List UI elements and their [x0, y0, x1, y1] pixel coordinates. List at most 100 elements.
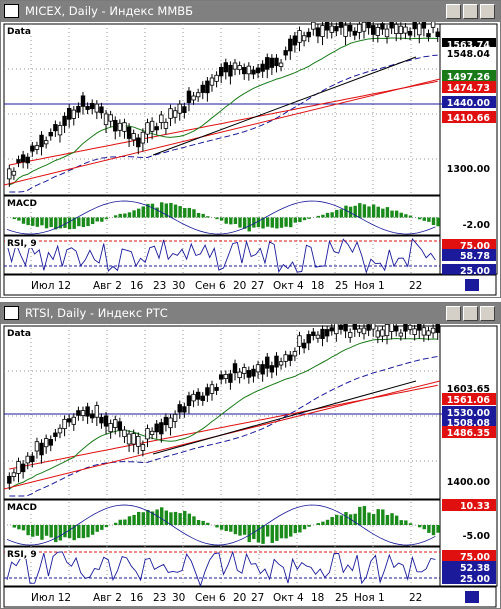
candle	[297, 335, 302, 347]
candle	[214, 387, 219, 391]
macd-bar	[417, 525, 422, 528]
candle	[371, 324, 376, 330]
candle	[71, 416, 76, 425]
macd-bar	[150, 203, 155, 218]
close-button[interactable]	[480, 306, 495, 321]
scale-toggle-icon[interactable]	[465, 591, 479, 603]
candle	[122, 122, 127, 132]
macd-bar	[427, 525, 431, 533]
candle	[430, 327, 436, 334]
macd-bar	[362, 506, 367, 525]
price-tag: 1561.06	[447, 395, 491, 406]
candle	[255, 67, 261, 74]
macd-bar	[404, 520, 408, 525]
candle	[288, 354, 293, 361]
minimize-button[interactable]	[446, 4, 461, 19]
candle	[375, 330, 381, 338]
candle	[265, 57, 270, 70]
candle	[417, 23, 422, 36]
candle	[407, 324, 413, 330]
macd-bar	[206, 522, 210, 525]
macd-bar	[256, 217, 261, 228]
candle	[209, 384, 215, 394]
candle	[90, 413, 95, 419]
macd-bar	[436, 525, 440, 533]
titlebar[interactable]: RTSI, Daily - Индекс РТС	[1, 303, 500, 324]
price-tag-bg	[442, 239, 496, 251]
macd-bar	[123, 519, 127, 525]
candle	[172, 413, 178, 422]
minimize-button[interactable]	[446, 306, 461, 321]
macd-bar	[155, 207, 159, 218]
macd-bar	[256, 525, 261, 543]
maximize-button[interactable]	[463, 306, 478, 321]
macd-bar	[427, 217, 431, 222]
candle	[214, 74, 219, 82]
candle	[131, 133, 136, 141]
candle	[435, 324, 440, 333]
macd-bar	[58, 217, 63, 229]
candle	[80, 95, 86, 107]
candle	[177, 404, 182, 413]
candle	[394, 23, 399, 34]
price-tag-bg	[442, 47, 496, 59]
candle	[62, 115, 67, 126]
candle	[218, 66, 224, 77]
maximize-button[interactable]	[463, 4, 478, 19]
candle	[57, 427, 63, 434]
macd-bar	[288, 525, 293, 537]
candle	[329, 327, 334, 332]
macd-bar	[344, 512, 348, 525]
close-button[interactable]	[480, 4, 495, 19]
macd-bar	[21, 525, 26, 531]
macd-bar	[279, 525, 284, 539]
ma-green-line	[9, 337, 438, 490]
macd-bar	[229, 525, 233, 532]
candle	[315, 27, 321, 37]
pane-label-bg	[5, 548, 39, 559]
macd-bar	[155, 509, 159, 525]
candle	[242, 67, 247, 75]
candle	[34, 441, 40, 452]
macd-bar	[192, 209, 196, 218]
macd-bar	[265, 217, 270, 227]
macd-bar	[381, 208, 385, 218]
candle	[223, 62, 229, 73]
date-label: Авг 2	[93, 280, 122, 292]
date-label: 23	[153, 592, 166, 604]
candle	[380, 329, 385, 337]
candle	[57, 125, 63, 136]
candle	[426, 330, 431, 336]
candle	[361, 22, 367, 32]
candle	[66, 107, 72, 120]
macd-bar	[358, 506, 362, 525]
candle	[85, 406, 90, 417]
candle	[246, 65, 252, 75]
price-tag-bg	[442, 572, 496, 584]
macd-bar	[123, 213, 127, 218]
scale-toggle-icon[interactable]	[465, 279, 479, 291]
candle	[269, 365, 275, 373]
macd-signal-line	[6, 504, 436, 546]
macd-bar	[376, 509, 380, 525]
macd-bar	[136, 511, 141, 525]
candle	[168, 108, 173, 119]
candle	[16, 159, 21, 164]
date-label: 16	[130, 280, 144, 292]
macd-bar	[40, 217, 44, 226]
candle	[113, 119, 118, 132]
candle	[191, 95, 196, 101]
candle	[338, 22, 344, 28]
candle	[375, 27, 381, 36]
macd-bar	[404, 214, 408, 218]
candle	[163, 416, 169, 426]
macd-bar	[49, 525, 53, 538]
macd-bar	[90, 525, 95, 535]
macd-bar	[288, 217, 293, 228]
price-tag: 1410.66	[447, 113, 491, 124]
titlebar[interactable]: MICEX, Daily - Индекс ММВБ	[1, 1, 500, 22]
macd-bar	[86, 217, 90, 227]
candle	[324, 329, 330, 337]
